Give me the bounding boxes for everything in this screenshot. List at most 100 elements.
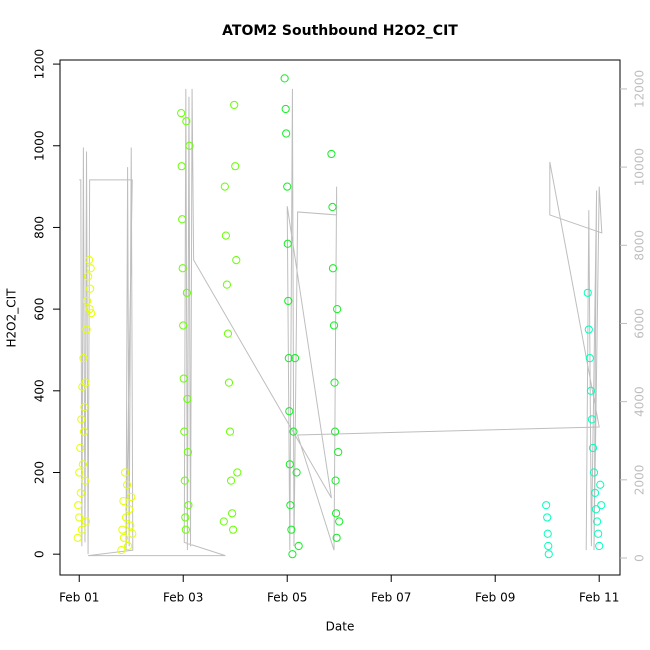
point (183, 447, 193, 457)
point (282, 129, 291, 138)
point (594, 529, 603, 538)
y-tick-label: 800 (33, 216, 47, 239)
point (543, 513, 552, 522)
point (327, 149, 336, 159)
point (117, 545, 126, 555)
x-tick-label: Feb 03 (163, 591, 203, 605)
point (331, 476, 340, 485)
point (119, 496, 128, 506)
point (328, 202, 337, 212)
point (591, 505, 601, 514)
point (77, 525, 86, 534)
point (597, 501, 606, 510)
point (587, 415, 597, 424)
point (224, 378, 234, 387)
point (76, 443, 85, 453)
point (222, 280, 232, 289)
point (182, 117, 191, 126)
point (289, 427, 298, 436)
y-tick-label: 0 (33, 550, 47, 558)
y-tick-label: 600 (33, 298, 47, 321)
y2-tick-label: 10000 (633, 148, 647, 186)
y2-tick-label: 0 (633, 554, 647, 562)
point (543, 529, 552, 538)
x-tick-label: Feb 01 (59, 591, 99, 605)
x-tick-label: Feb 05 (267, 591, 307, 605)
point (80, 476, 90, 485)
x-axis-title: Date (326, 620, 355, 634)
point (81, 517, 91, 526)
point (287, 525, 296, 534)
point (79, 354, 88, 363)
point (585, 354, 594, 363)
point (231, 162, 240, 171)
point (124, 541, 133, 551)
point (589, 468, 599, 477)
point (294, 541, 303, 551)
point (185, 141, 194, 150)
point (226, 476, 236, 485)
point (330, 427, 340, 436)
plot-frame (59, 59, 621, 576)
point (87, 309, 96, 318)
point (79, 427, 89, 436)
point (220, 182, 229, 191)
point (290, 354, 300, 363)
point (178, 264, 187, 273)
point (180, 427, 189, 436)
point (126, 521, 135, 530)
y2-tick-label: 4000 (633, 386, 647, 417)
point (584, 325, 593, 334)
point (82, 296, 92, 306)
point (228, 509, 237, 518)
point (328, 264, 338, 273)
point (333, 305, 342, 314)
point (292, 468, 301, 477)
chart-title: ATOM2 Southbound H2O2_CIT (222, 23, 458, 39)
point (285, 460, 294, 469)
y-tick-label: 1000 (33, 130, 47, 161)
y2-tick-label: 12000 (633, 70, 647, 108)
point (286, 501, 295, 510)
point (330, 378, 339, 387)
point (588, 443, 598, 453)
y2-tick-label: 8000 (633, 230, 647, 261)
point (80, 403, 89, 412)
point (219, 517, 228, 526)
point (177, 162, 186, 171)
point (284, 296, 293, 306)
point (86, 264, 95, 273)
point (120, 468, 130, 477)
point (329, 321, 339, 330)
point (128, 529, 137, 538)
point (179, 374, 188, 383)
point (81, 378, 90, 387)
point (73, 533, 82, 542)
point (232, 256, 241, 265)
point (77, 415, 86, 424)
point (74, 501, 83, 510)
y2-tick-label: 2000 (633, 465, 647, 496)
point (183, 394, 192, 404)
point (544, 541, 553, 551)
point (223, 329, 233, 338)
point (596, 480, 605, 489)
x-tick-label: Feb 11 (579, 591, 619, 605)
point (221, 231, 230, 240)
point (121, 513, 131, 522)
point (179, 321, 188, 330)
point (177, 108, 186, 118)
point (542, 501, 551, 510)
point (225, 427, 235, 436)
point (590, 488, 600, 498)
point (78, 460, 87, 469)
point (233, 468, 242, 477)
point (182, 288, 191, 297)
point (118, 525, 127, 534)
point (288, 550, 297, 559)
point (86, 284, 95, 293)
y-axis-title: H2O2_CIT (5, 288, 19, 348)
point (283, 239, 292, 248)
point (332, 509, 341, 518)
